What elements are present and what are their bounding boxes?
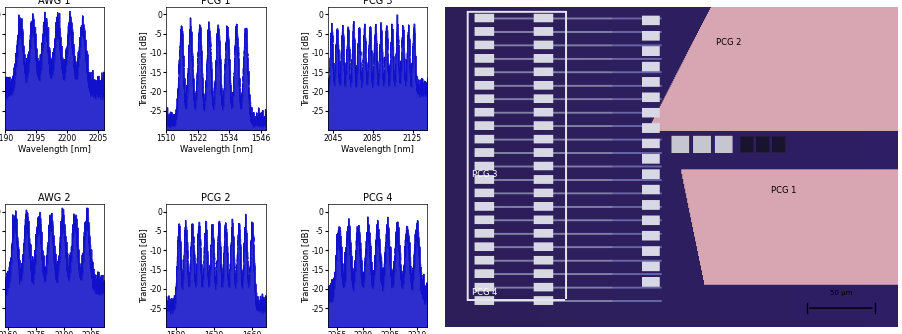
X-axis label: Wavelength [nm]: Wavelength [nm]: [179, 145, 253, 154]
Y-axis label: Transmission [dB]: Transmission [dB]: [139, 228, 148, 303]
Title: PCG 4: PCG 4: [363, 193, 392, 203]
Title: AWG 1: AWG 1: [38, 0, 70, 6]
Text: PCG 4: PCG 4: [472, 288, 498, 297]
Y-axis label: Transmission [dB]: Transmission [dB]: [300, 31, 309, 106]
X-axis label: Wavelength [nm]: Wavelength [nm]: [341, 145, 414, 154]
Y-axis label: Transmission [dB]: Transmission [dB]: [300, 228, 309, 303]
Text: PCG 1: PCG 1: [771, 186, 796, 195]
Text: PCG 3: PCG 3: [472, 170, 498, 179]
Y-axis label: Transmission [dB]: Transmission [dB]: [139, 31, 148, 106]
Title: AWG 2: AWG 2: [38, 193, 70, 203]
Text: 50 μm: 50 μm: [830, 290, 852, 296]
Text: PCG 2: PCG 2: [716, 38, 741, 47]
Title: PCG 3: PCG 3: [363, 0, 392, 6]
Title: PCG 1: PCG 1: [201, 0, 231, 6]
X-axis label: Wavelength [nm]: Wavelength [nm]: [18, 145, 91, 154]
Title: PCG 2: PCG 2: [201, 193, 231, 203]
